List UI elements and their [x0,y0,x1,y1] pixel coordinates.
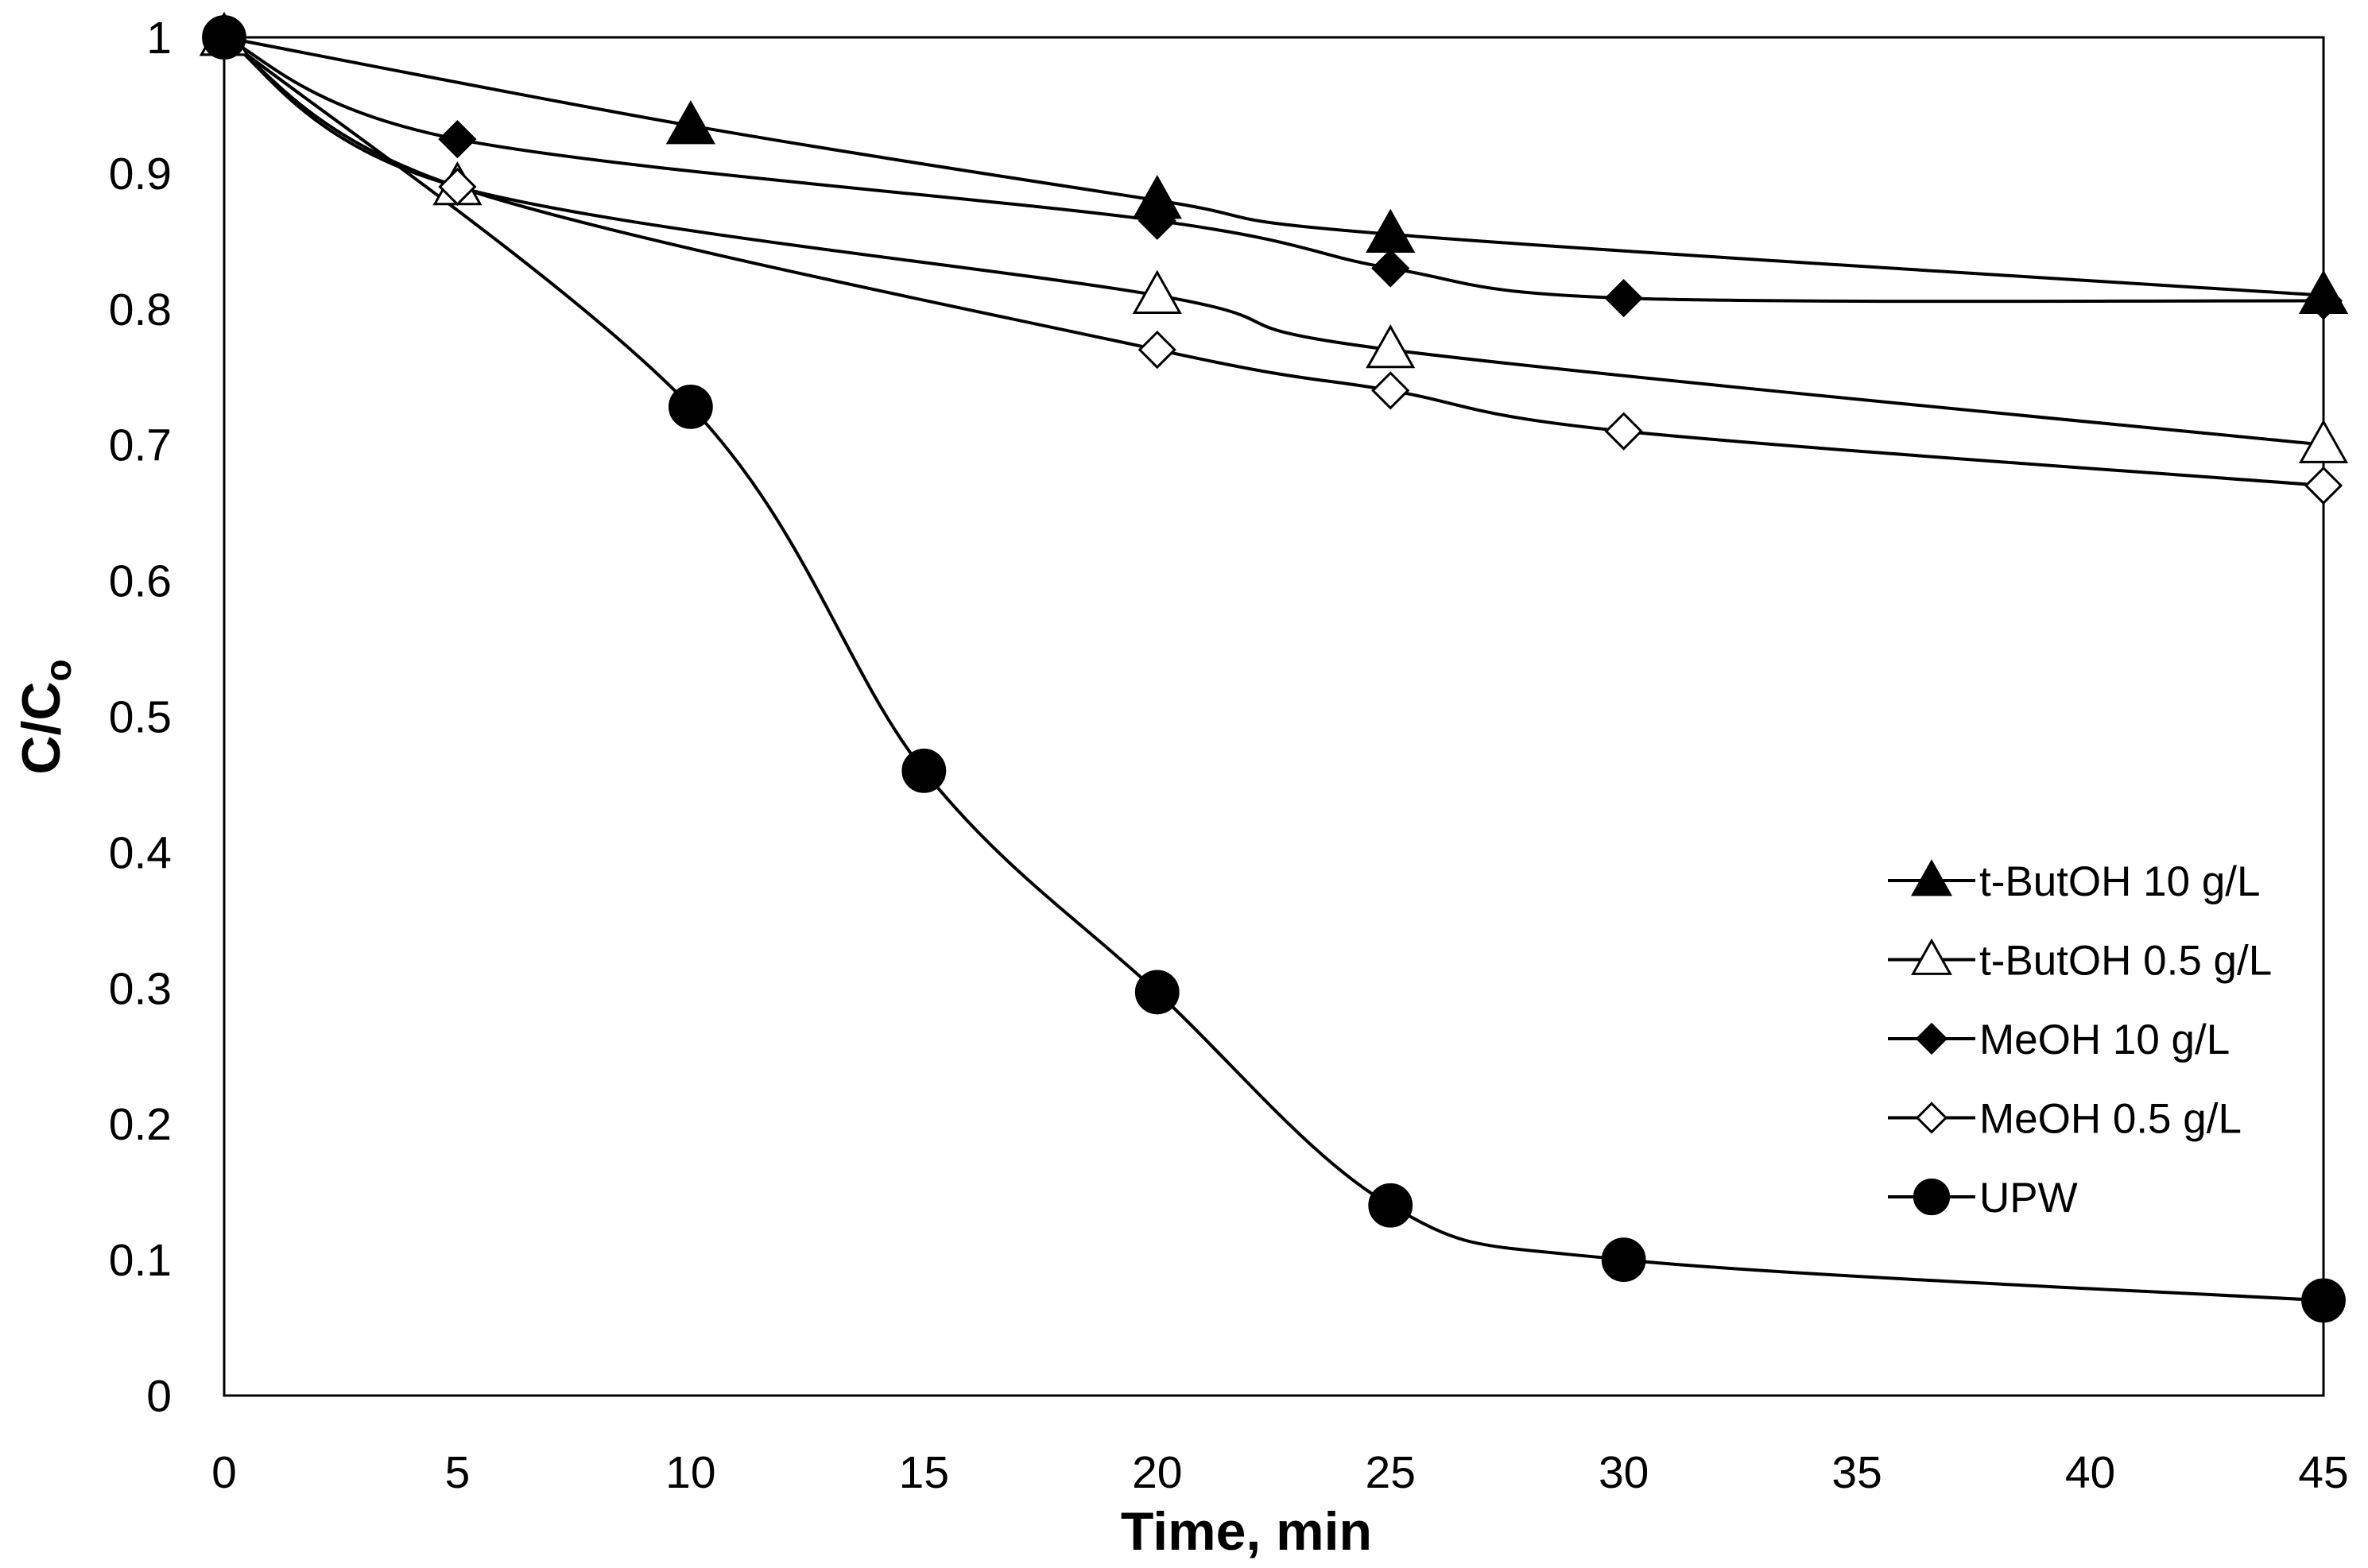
x-tick-label: 20 [1132,1447,1182,1498]
series-2-point [2298,419,2349,463]
series-3-point [1604,279,1643,318]
legend-label-1: t-ButOH 10 g/L [1979,858,2261,905]
x-tick-label: 45 [2298,1447,2348,1498]
y-tick-label: 0.7 [109,420,172,471]
y-tick-label: 0.6 [109,556,172,607]
series-5-point [2301,1278,2346,1323]
y-tick-label: 0.3 [109,963,172,1014]
x-axis-title: Time, min [1121,1501,1372,1562]
series-2-point [1366,324,1416,369]
y-axis-ticks: 0 0.1 0.2 0.3 0.4 0.5 0.6 0.7 0.8 0.9 1 [109,13,172,1422]
x-tick-label: 35 [1831,1447,1882,1498]
legend-label-3: MeOH 10 g/L [1979,1016,2230,1063]
series-line-3 [223,36,2324,304]
plot-area-frame [223,36,2325,1397]
series-4-point [1371,371,1410,410]
legend-marker-1 [1911,859,1952,896]
y-tick-label: 0.8 [109,285,172,335]
legend-marker-5 [1913,1178,1951,1216]
y-tick-label: 0.5 [109,692,172,743]
legend: t-ButOH 10 g/L t-ButOH 0.5 g/L MeOH 10 g/L… [1888,858,2272,1221]
y-axis-title-main: C/C [11,682,72,775]
x-tick-label: 15 [899,1447,949,1498]
series-3-point [1371,249,1410,288]
legend-label-2: t-ButOH 0.5 g/L [1979,938,2272,985]
series-layer [199,11,2349,1323]
series-5-point [668,384,713,429]
series-5-point [901,748,947,793]
legend-marker-2 [1911,938,1952,975]
series-5-point [1601,1237,1646,1282]
legend-label-5: UPW [1979,1175,2078,1221]
y-axis-title: C/Co [11,659,79,774]
x-tick-label: 25 [1366,1447,1416,1498]
series-4-point [1137,330,1176,370]
series-2-point [1132,269,1182,314]
x-tick-label: 10 [665,1447,715,1498]
y-axis-title-subscript: o [37,659,79,681]
series-line-4 [223,36,2324,487]
x-tick-label: 0 [211,1447,237,1498]
series-3-point [2304,281,2343,320]
x-tick-label: 40 [2065,1447,2115,1498]
series-4-point [1604,412,1643,451]
x-tick-label: 5 [445,1447,471,1498]
series-5-point [1368,1183,1413,1228]
x-tick-label: 30 [1599,1447,1649,1498]
series-line-1 [223,36,2324,297]
legend-marker-4 [1915,1101,1948,1134]
y-tick-label: 0.1 [109,1235,172,1286]
series-3-point [438,120,477,159]
series-3-point [1137,201,1176,240]
x-axis-ticks: 0 5 10 15 20 25 30 35 40 45 [211,1447,2349,1498]
series-5-point [1134,970,1180,1015]
y-tick-label: 0.4 [109,827,172,878]
series-4-point [438,167,477,207]
y-tick-label: 0.9 [109,149,172,199]
y-tick-label: 0 [146,1371,172,1422]
legend-label-4: MeOH 0.5 g/L [1979,1096,2242,1143]
series-4-point [2304,466,2343,505]
y-tick-label: 0.2 [109,1099,172,1150]
legend-marker-3 [1915,1022,1948,1055]
y-tick-label: 1 [146,13,172,64]
series-5-point [202,15,246,60]
series-1-point [665,100,715,145]
